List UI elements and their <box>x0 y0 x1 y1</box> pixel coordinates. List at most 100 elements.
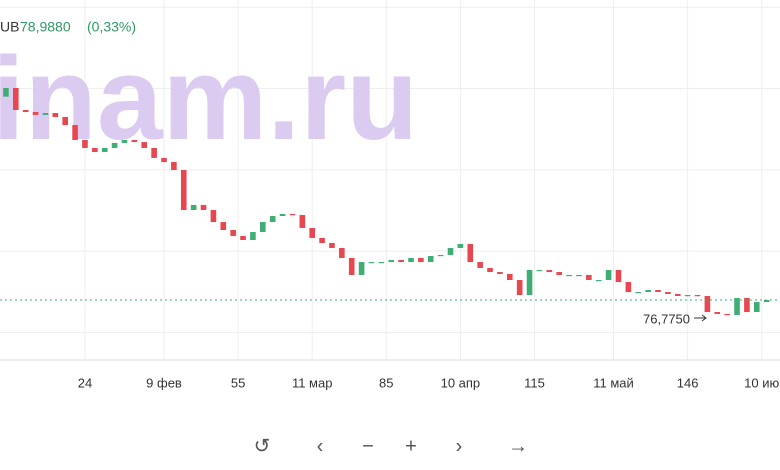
candle-body <box>615 270 622 283</box>
candle-body <box>605 270 612 280</box>
candle-body <box>171 162 177 170</box>
candle-body <box>753 302 760 313</box>
watermark: inam.ru <box>0 33 418 165</box>
candle-body <box>526 270 533 296</box>
candle-body <box>92 147 98 153</box>
x-tick-label: 55 <box>231 375 245 390</box>
candle-body <box>111 143 118 148</box>
candle-body <box>319 237 325 244</box>
candle-body <box>724 313 730 316</box>
candle-body <box>52 113 59 117</box>
candle-body <box>536 270 543 272</box>
plot: 76,7750 <box>0 87 780 326</box>
candle-body <box>289 213 296 216</box>
symbol: UB <box>0 19 19 35</box>
candle-body <box>269 216 276 223</box>
x-tick-label: 9 фев <box>146 375 182 390</box>
x-tick-label: 11 май <box>593 375 634 390</box>
candle-body <box>279 213 286 217</box>
toolbar-button[interactable]: − <box>362 435 374 457</box>
candle-body <box>72 125 78 140</box>
candle-body <box>299 214 306 228</box>
candle-body <box>506 273 513 280</box>
candle-body <box>427 256 434 263</box>
candle-body <box>546 270 553 273</box>
candle-body <box>645 290 651 293</box>
candle-body <box>368 262 375 264</box>
candle-body <box>329 243 335 248</box>
candle-body <box>674 293 681 297</box>
candle-body <box>467 243 474 263</box>
candle-body <box>259 222 266 233</box>
candle-body <box>408 257 414 263</box>
toolbar-button[interactable]: › <box>456 435 463 457</box>
candle-body <box>586 274 592 280</box>
candle-body <box>151 147 157 158</box>
candle-body <box>358 262 365 275</box>
candle-body <box>566 274 572 277</box>
candle-body <box>418 257 424 263</box>
candle-body <box>556 272 562 275</box>
candle-body <box>230 230 236 237</box>
candle-body <box>694 295 701 297</box>
candle-body <box>190 204 197 210</box>
candle-body <box>210 210 217 223</box>
candle-body <box>309 227 315 238</box>
x-tick-label: 146 <box>677 375 699 390</box>
candle-body <box>388 260 395 263</box>
candle-body <box>180 170 187 210</box>
price: 78,9880 <box>20 19 71 35</box>
candle-body <box>763 300 770 303</box>
arrow-head <box>701 314 707 322</box>
candle-body <box>348 257 355 275</box>
x-tick-label: 11 мар <box>292 375 333 390</box>
annotation-label: 76,7750 <box>643 311 690 326</box>
candle-body <box>437 254 444 257</box>
candle-body <box>141 142 148 148</box>
candle-body <box>378 262 385 264</box>
candle-body <box>42 113 49 115</box>
x-tick-label: 85 <box>379 375 393 390</box>
x-tick-label: 115 <box>524 375 545 390</box>
candle-body <box>121 140 128 144</box>
candle-body <box>101 147 108 153</box>
toolbar-button[interactable]: → <box>508 435 528 457</box>
grid <box>0 0 780 360</box>
x-tick-label: 10 апр <box>441 375 481 390</box>
change: (0,33%) <box>87 19 136 35</box>
candle-body <box>82 140 88 148</box>
candle-body <box>744 297 750 313</box>
candle-body <box>131 140 138 143</box>
candle-body <box>457 243 464 248</box>
candle-body <box>516 280 523 296</box>
toolbar: ↺ ‹ − + › → <box>254 435 528 457</box>
candle-body <box>200 204 207 210</box>
candle-body <box>32 112 39 115</box>
candle-body <box>398 260 404 263</box>
candle-body <box>595 280 602 282</box>
candle-body <box>734 297 740 315</box>
candle-body <box>625 282 632 293</box>
candle-body <box>250 232 256 240</box>
candle-body <box>22 110 29 113</box>
candle-body <box>339 247 345 258</box>
candle-body <box>665 292 671 294</box>
x-tick-label: 10 ию <box>744 375 779 390</box>
candle-body <box>220 222 227 230</box>
candle-body <box>497 272 503 274</box>
toolbar-button[interactable]: ↺ <box>254 435 271 457</box>
candle-body <box>655 290 661 293</box>
candle-body <box>3 87 9 97</box>
candle-body <box>161 157 167 163</box>
candle-body <box>704 296 711 313</box>
x-tick-label: 24 <box>78 375 92 390</box>
candle-body <box>240 236 246 240</box>
toolbar-button[interactable]: + <box>405 435 417 457</box>
candle-body <box>447 247 454 255</box>
candle-body <box>62 116 69 126</box>
candle-body <box>576 274 582 277</box>
candle-body <box>635 292 642 294</box>
candle-body <box>477 262 483 268</box>
toolbar-button[interactable]: ‹ <box>317 435 324 457</box>
